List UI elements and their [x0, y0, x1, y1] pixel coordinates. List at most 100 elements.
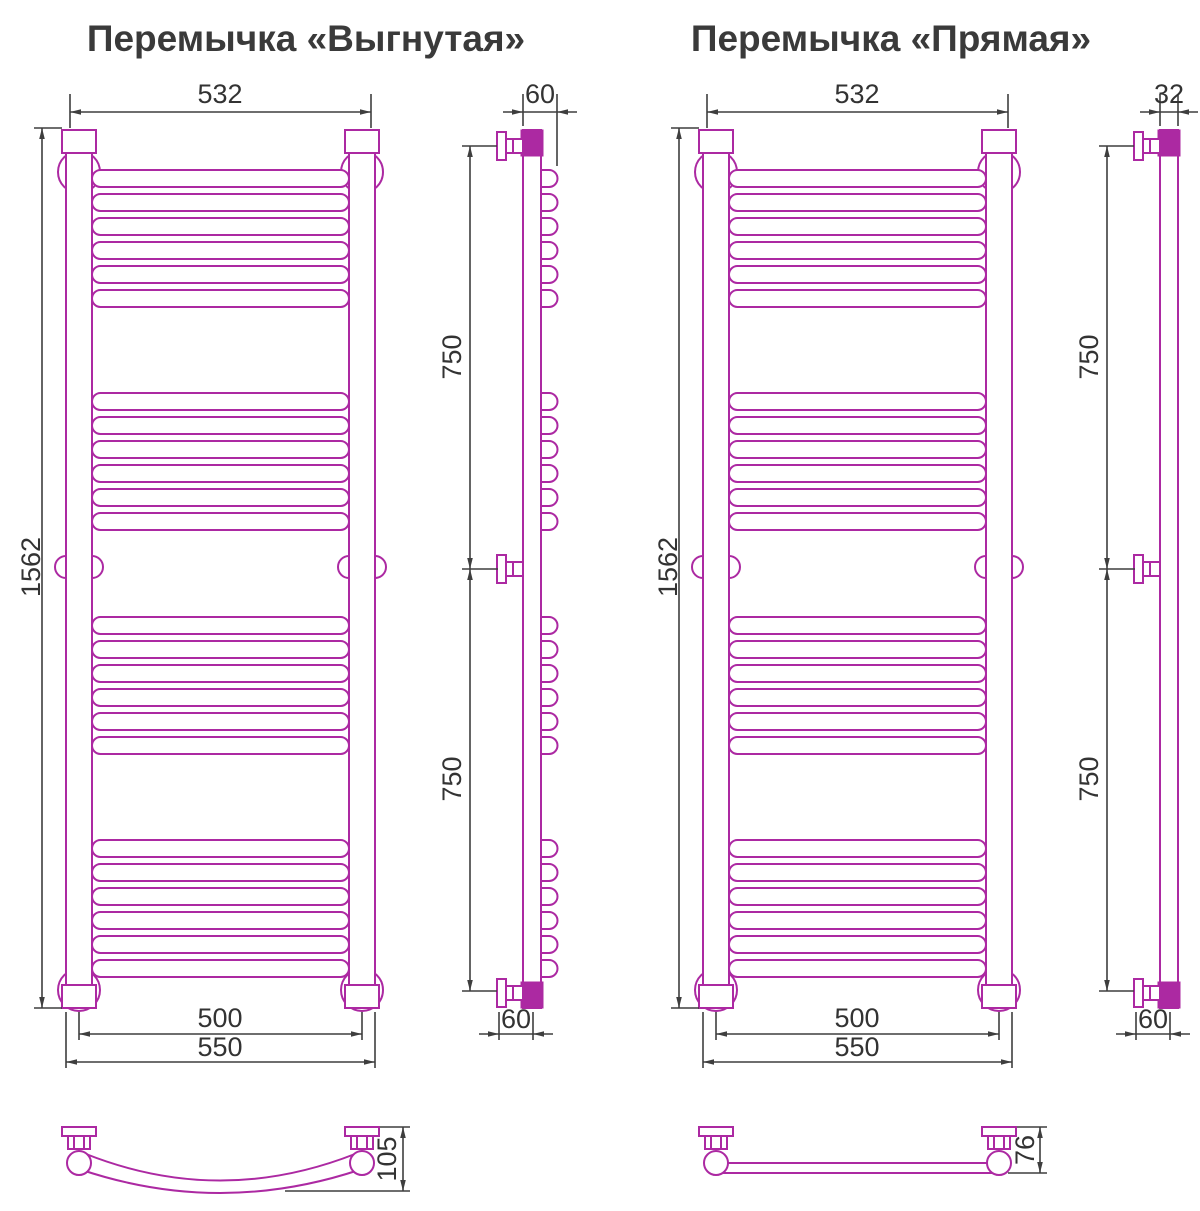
- dimension-arrow: [1104, 980, 1110, 991]
- wall-bracket-stem: [505, 985, 524, 1001]
- rung: [91, 863, 350, 882]
- plan-view-straight: [698, 1126, 1017, 1176]
- tube-side: [522, 129, 542, 1009]
- dim-curved-top-width: 532: [197, 79, 242, 109]
- dim-curved-bottom-depth: 60: [501, 1004, 531, 1034]
- dimension-arrow: [1104, 146, 1110, 157]
- plan-view-curved: [61, 1126, 380, 1194]
- rung: [91, 712, 350, 731]
- wall-bracket-collar: [91, 555, 104, 579]
- dimension-arrow: [988, 1031, 999, 1037]
- front-view-straight: [691, 129, 1024, 1012]
- bracket-flange-plan: [61, 1126, 97, 1137]
- rung: [91, 289, 350, 308]
- wall-bracket-stem: [505, 561, 524, 577]
- rung: [91, 169, 350, 188]
- dimension-arrow: [716, 1031, 727, 1037]
- side-view-straight: [1133, 129, 1181, 1009]
- rung: [91, 512, 350, 531]
- dim-straight-height: 1562: [653, 537, 683, 597]
- curved-rung-profile: [541, 169, 559, 188]
- curved-rung-profile: [541, 488, 559, 507]
- rung: [91, 959, 350, 978]
- dimension-arrow: [467, 980, 473, 991]
- dim-curved-plan-depth: 105: [372, 1136, 402, 1181]
- tube-plan-circle: [703, 1150, 729, 1176]
- tube-top-cap: [981, 129, 1017, 154]
- wall-bracket-collar: [1011, 555, 1024, 579]
- dim-curved-axis-width: 500: [197, 1003, 242, 1033]
- bracket-flange-plan: [698, 1126, 734, 1137]
- wall-bracket-collar: [974, 555, 987, 579]
- collector-tube: [65, 139, 93, 986]
- dimension-arrow: [467, 146, 473, 157]
- dimensions-straight: [671, 94, 1198, 1174]
- rung: [728, 616, 987, 635]
- collector-tube: [702, 139, 730, 986]
- dimension-arrow: [997, 109, 1008, 115]
- curved-rung-profile: [541, 193, 559, 212]
- tube-plan-circle: [986, 1150, 1012, 1176]
- dimension-arrow: [79, 1031, 90, 1037]
- rung: [728, 664, 987, 683]
- curved-rung-profile: [541, 959, 559, 978]
- tube-bottom-cap: [981, 984, 1017, 1009]
- tube-cap-filled-top: [520, 129, 544, 157]
- title-curved: Перемычка «Выгнутая»: [87, 18, 525, 59]
- rung: [728, 512, 987, 531]
- rung: [728, 959, 987, 978]
- rung: [91, 911, 350, 930]
- rung: [91, 935, 350, 954]
- tube-top-cap: [61, 129, 97, 154]
- dimension-arrow: [467, 558, 473, 569]
- bracket-stem-plan: [67, 1135, 91, 1150]
- rung: [728, 265, 987, 284]
- wall-bracket-collar: [54, 555, 67, 579]
- rung: [91, 464, 350, 483]
- curved-rung-profile: [541, 512, 559, 531]
- dim-curved-upper-span: 750: [437, 334, 467, 379]
- rung: [728, 839, 987, 858]
- rung: [91, 241, 350, 260]
- rung: [91, 887, 350, 906]
- dimension-arrow: [707, 109, 718, 115]
- tube-bottom-cap: [344, 984, 380, 1009]
- dimension-arrow: [676, 997, 682, 1008]
- bracket-flange-plan: [981, 1126, 1017, 1137]
- rung: [728, 736, 987, 755]
- rung: [728, 241, 987, 260]
- dimension-arrow: [1001, 1059, 1012, 1065]
- dimension-arrow: [364, 1059, 375, 1065]
- wall-bracket-collar: [691, 555, 704, 579]
- rung: [91, 736, 350, 755]
- dimension-arrow: [400, 1127, 406, 1138]
- dimensions-curved: [34, 94, 577, 1192]
- rung: [728, 712, 987, 731]
- dimension-arrow: [676, 128, 682, 139]
- rung: [728, 169, 987, 188]
- dimension-arrow: [66, 1059, 77, 1065]
- dimension-arrow: [512, 109, 523, 115]
- dimension-arrow: [1125, 1031, 1136, 1037]
- curved-rung-profile: [541, 736, 559, 755]
- dim-straight-top-width: 532: [834, 79, 879, 109]
- wall-bracket-collar: [374, 555, 387, 579]
- rung: [91, 217, 350, 236]
- rung: [728, 688, 987, 707]
- curved-rung-profile: [541, 241, 559, 260]
- curved-rung-profile: [541, 217, 559, 236]
- rung: [728, 289, 987, 308]
- curved-rung-profile: [541, 887, 559, 906]
- curved-rung-profile: [541, 839, 559, 858]
- rung: [728, 416, 987, 435]
- dimension-arrow: [39, 128, 45, 139]
- rung: [728, 863, 987, 882]
- curved-rung-profile: [541, 935, 559, 954]
- curved-rung-profile: [541, 664, 559, 683]
- tube-bottom-cap: [698, 984, 734, 1009]
- rung: [728, 440, 987, 459]
- wall-bracket-flange: [1133, 554, 1144, 584]
- rung: [91, 664, 350, 683]
